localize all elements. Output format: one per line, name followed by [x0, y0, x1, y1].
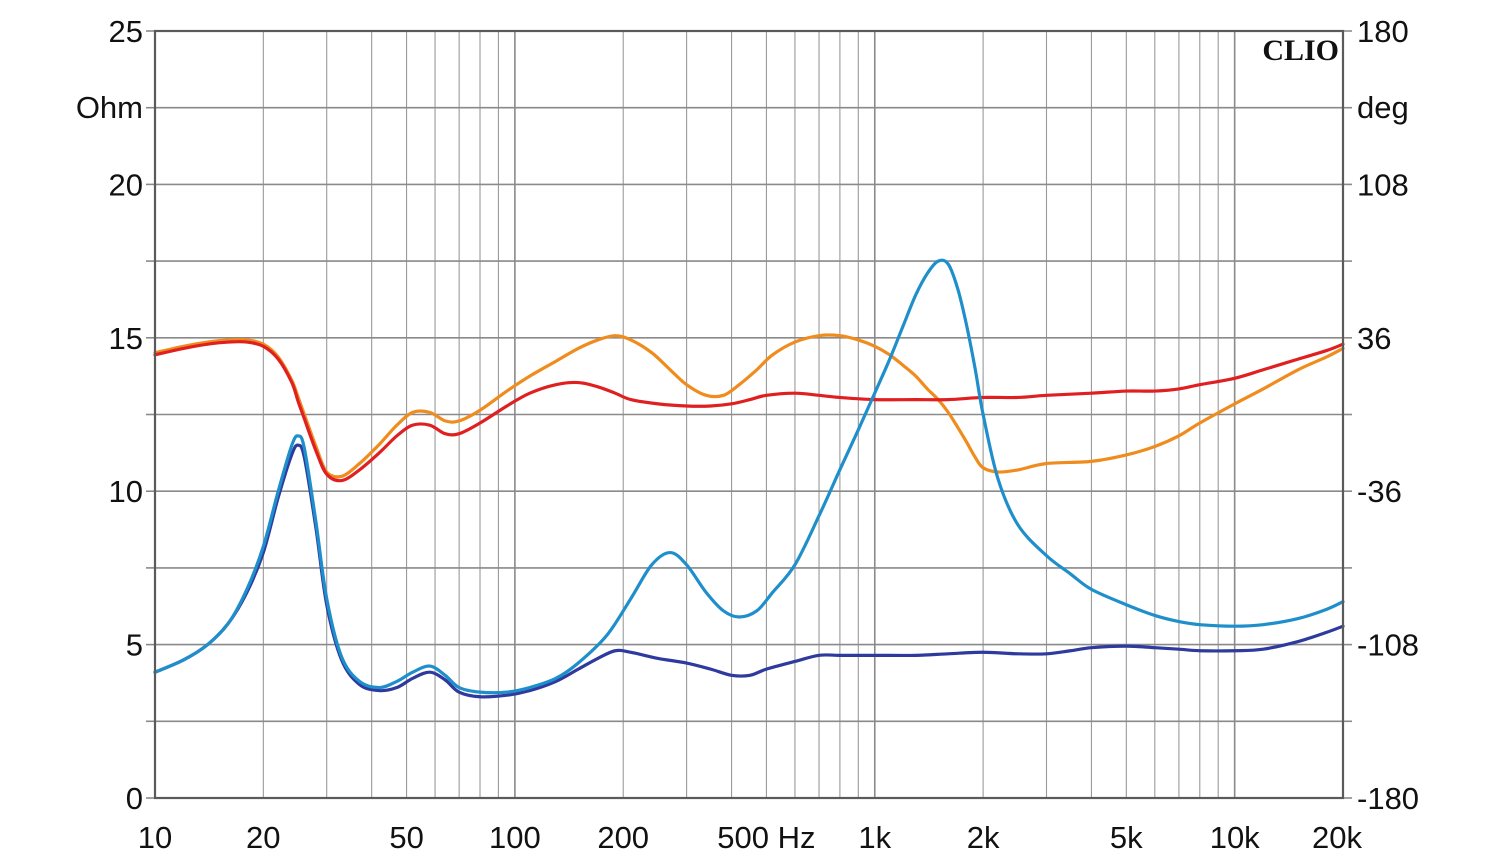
y-left-tick-label: 20	[109, 167, 143, 202]
x-tick-label: 10k	[1210, 820, 1260, 855]
x-tick-label: 20	[246, 820, 280, 855]
y-left-tick-label: 0	[126, 781, 143, 816]
x-tick-label: 1k	[858, 820, 891, 855]
series-line-1	[153, 258, 1345, 695]
y-right-tick-label: 36	[1357, 321, 1391, 356]
grid-lines	[146, 30, 1352, 799]
x-tick-label: 50	[389, 820, 423, 855]
y-right-tick-label: 180	[1357, 14, 1409, 49]
x-tick-label: 10	[138, 820, 172, 855]
series-line-2	[153, 443, 1345, 699]
y-right-unit-label: deg	[1357, 90, 1409, 125]
series-line-4	[153, 340, 1345, 483]
axis-labels: Ohm deg CLIO 0 5 10 15 20 25 -180 -108 -36 36 108 1…	[76, 14, 1419, 855]
series-line-3	[153, 333, 1345, 479]
y-left-tick-label: 25	[109, 14, 143, 49]
x-tick-label: 2k	[967, 820, 1000, 855]
y-left-unit-label: Ohm	[76, 90, 143, 125]
y-right-tick-label: -180	[1357, 781, 1419, 816]
y-right-tick-label: -36	[1357, 474, 1402, 509]
plot-frame	[153, 29, 1345, 800]
y-left-tick-label: 5	[126, 628, 143, 663]
curve-group	[153, 258, 1345, 699]
x-tick-label: 500 Hz	[717, 820, 815, 855]
y-left-tick-label: 15	[109, 321, 143, 356]
x-tick-label: 200	[597, 820, 649, 855]
x-tick-label: 5k	[1110, 820, 1143, 855]
y-right-tick-label: 108	[1357, 167, 1409, 202]
y-right-tick-label: -108	[1357, 628, 1419, 663]
y-left-tick-label: 10	[109, 474, 143, 509]
x-tick-label: 100	[489, 820, 541, 855]
clio-brand-label: CLIO	[1262, 34, 1339, 67]
x-tick-label: 20k	[1312, 820, 1362, 855]
